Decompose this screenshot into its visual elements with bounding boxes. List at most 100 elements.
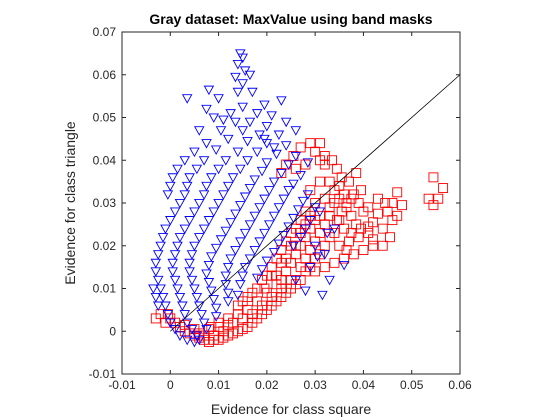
triangle-point: [174, 233, 186, 243]
square-point: [363, 221, 374, 232]
triangle-point: [177, 301, 188, 312]
triangle-point: [249, 175, 261, 185]
triangle-point: [191, 164, 203, 175]
triangle-point: [198, 224, 210, 235]
square-point: [295, 142, 306, 153]
triangle-point: [314, 207, 326, 217]
triangle-point: [235, 237, 246, 247]
y-tick-label: 0: [109, 324, 116, 338]
triangle-point: [237, 53, 248, 64]
triangle-point: [201, 325, 212, 335]
triangle-point: [206, 173, 217, 183]
x-tick-label: 0.03: [303, 378, 327, 392]
triangle-point: [181, 335, 193, 346]
square-point: [343, 236, 354, 247]
x-tick-label: 0.01: [207, 378, 231, 392]
triangle-point: [249, 211, 261, 222]
square-point: [305, 185, 316, 196]
triangle-point: [321, 228, 333, 239]
square-point: [331, 163, 342, 174]
triangle-point: [288, 241, 299, 252]
triangle-point: [225, 254, 236, 265]
triangle-point: [297, 196, 309, 207]
triangle-point: [302, 158, 314, 168]
square-point: [232, 300, 243, 311]
square-point: [372, 193, 383, 204]
triangle-point: [239, 192, 251, 203]
triangle-point: [271, 149, 282, 160]
triangle-point: [247, 87, 258, 98]
triangle-point: [254, 237, 265, 247]
triangle-point: [309, 241, 321, 252]
triangle-point: [218, 115, 229, 126]
square-point: [358, 245, 369, 255]
triangle-point: [167, 267, 178, 277]
x-tick-label: 0.02: [255, 378, 279, 392]
triangle-point: [278, 194, 290, 205]
square-point: [346, 227, 357, 238]
square-point: [382, 206, 393, 217]
triangle-point: [169, 250, 181, 260]
triangle-point: [155, 241, 166, 252]
square-point: [319, 262, 330, 273]
triangle-point: [152, 275, 164, 286]
triangle-point: [302, 190, 314, 200]
triangle-point: [220, 271, 232, 282]
triangle-point: [239, 263, 251, 273]
triangle-point: [201, 104, 212, 115]
triangle-point: [273, 130, 285, 141]
triangle-point: [179, 224, 191, 235]
square-point: [281, 266, 292, 277]
x-tick-label: -0.01: [108, 378, 136, 392]
triangle-point: [232, 290, 244, 301]
triangle-point: [237, 79, 248, 89]
y-tick-label: 0.01: [93, 282, 117, 296]
triangle-point: [280, 141, 292, 151]
triangle-point: [295, 233, 306, 243]
triangle-point: [244, 220, 256, 230]
square-point: [324, 176, 335, 187]
triangle-point: [213, 94, 224, 104]
triangle-point: [179, 190, 191, 200]
triangle-point: [189, 207, 200, 217]
triangle-point: [290, 275, 302, 286]
square-point: [305, 210, 316, 221]
square-point: [218, 326, 229, 337]
triangle-point: [206, 252, 217, 262]
triangle-point: [157, 233, 169, 243]
triangle-point: [184, 267, 195, 277]
triangle-point: [169, 275, 181, 286]
triangle-point: [215, 235, 227, 245]
triangle-point: [162, 190, 174, 200]
triangle-point: [237, 102, 248, 113]
triangle-point: [244, 117, 256, 128]
triangle-point: [300, 286, 311, 297]
triangle-point: [227, 173, 239, 183]
triangle-point: [235, 280, 246, 290]
triangle-point: [256, 166, 268, 177]
triangle-point: [256, 265, 268, 275]
triangle-point: [244, 70, 256, 81]
triangle-point: [273, 203, 285, 213]
triangle-point: [230, 117, 241, 128]
triangle-point: [172, 241, 183, 252]
triangle-point: [222, 181, 234, 192]
triangle-point: [268, 143, 280, 153]
square-point: [346, 193, 357, 204]
triangle-point: [155, 284, 166, 294]
triangle-point: [160, 301, 171, 312]
triangle-point: [160, 224, 171, 235]
triangle-point: [198, 318, 210, 329]
triangle-point: [162, 310, 174, 320]
triangle-point: [193, 126, 205, 136]
triangle-point: [220, 156, 232, 166]
triangle-point: [210, 145, 222, 155]
y-tick-label: 0.06: [93, 68, 117, 82]
triangle-point: [266, 111, 277, 121]
triangle-point: [189, 284, 200, 294]
square-point: [305, 138, 316, 149]
square-point: [397, 200, 408, 211]
triangle-point: [198, 190, 210, 200]
square-point: [392, 210, 403, 221]
